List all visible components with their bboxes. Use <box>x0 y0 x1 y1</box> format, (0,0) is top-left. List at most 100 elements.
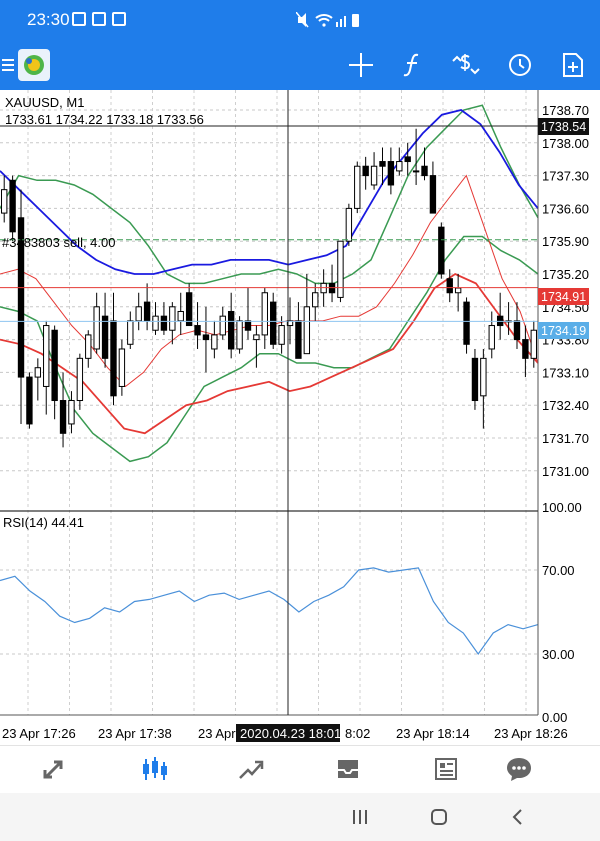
status-icons <box>296 12 359 28</box>
bid-price-badge <box>538 322 589 339</box>
order-label: #348​3803 sell, 4.00 <box>2 235 115 250</box>
candle-body <box>59 400 67 434</box>
price-tick-label: 1735.20 <box>542 267 589 282</box>
candle-body <box>85 334 92 359</box>
candle-body <box>9 179 16 233</box>
status-bar: 23:30 <box>0 0 600 40</box>
news-icon <box>435 758 457 780</box>
nav-history[interactable] <box>318 746 378 792</box>
candle-body <box>463 301 470 345</box>
candle-body <box>404 156 411 163</box>
time-tick-label: 23 Apr 18:14 <box>396 726 470 741</box>
rsi-tick-label: 30.00 <box>542 647 575 662</box>
candle-body <box>185 292 193 327</box>
home-icon <box>431 809 447 825</box>
menu-icon <box>2 59 14 71</box>
axis-ticks: 1738.70 1738.00 1737.30 1736.60 1735.90 1735.… <box>2 103 589 741</box>
rsi-tick-label: 70.00 <box>542 563 575 578</box>
candle-body <box>211 334 218 350</box>
bollinger-upper <box>0 104 539 285</box>
nav-news[interactable] <box>415 746 475 792</box>
candle-body <box>244 320 252 331</box>
price-tick-label: 1735.90 <box>542 234 589 249</box>
price-tick-label: 1731.00 <box>542 464 589 479</box>
candle-body <box>412 170 420 173</box>
menu-button[interactable] <box>0 40 16 90</box>
candle-body <box>118 348 126 387</box>
candle-body <box>143 301 151 322</box>
battery-icon <box>352 14 359 27</box>
time-tick-label: 23 Apr 17:26 <box>2 726 76 741</box>
system-navigation <box>0 793 600 841</box>
candle-body <box>160 315 168 331</box>
trade-trend-icon <box>239 760 264 779</box>
app-logo-button[interactable] <box>16 40 52 90</box>
candle-body <box>387 161 395 186</box>
trade-button[interactable] <box>444 40 488 90</box>
candle-body <box>177 310 184 322</box>
candle-body <box>396 161 403 172</box>
sell-price-badge <box>538 288 589 305</box>
candle-body <box>135 306 142 322</box>
chart-area[interactable]: 1738.70 1738.00 1737.30 1736.60 1735.90 1735.… <box>0 90 600 745</box>
candle-body <box>337 240 344 298</box>
candle-body <box>295 320 302 359</box>
nav-trade[interactable] <box>221 746 281 792</box>
quotes-arrows-icon <box>43 760 63 779</box>
crosshair-time-text: 2020.04.23 18:01 <box>240 726 341 741</box>
candle-body <box>429 175 437 214</box>
back-button[interactable] <box>498 803 538 831</box>
indicators-button[interactable] <box>391 40 435 90</box>
candle-body <box>194 325 201 336</box>
timeframe-button[interactable] <box>498 40 542 90</box>
price-tick-label: 1738.00 <box>542 136 589 151</box>
photo-notification-icon <box>92 12 106 26</box>
home-button[interactable] <box>419 803 459 831</box>
price-tick-label: 1736.60 <box>542 201 589 216</box>
new-order-button[interactable] <box>551 40 595 90</box>
candle-body <box>530 329 537 359</box>
candle-body <box>312 292 319 308</box>
candle-body <box>110 320 117 397</box>
bollinger-lower <box>0 235 539 463</box>
candle-body <box>345 207 353 242</box>
candle-body <box>43 325 50 387</box>
candle-body <box>227 310 235 350</box>
back-icon <box>512 809 522 825</box>
clock-icon <box>509 54 531 76</box>
recent-apps-button[interactable] <box>340 803 380 831</box>
candle-body <box>522 339 529 359</box>
signal-icon <box>336 16 346 27</box>
candle-body <box>488 325 495 350</box>
rsi-indicator <box>0 567 539 656</box>
candle-body <box>471 357 479 402</box>
candle-body <box>421 165 428 177</box>
candle-body <box>26 376 33 425</box>
price-tick-label: 1738.70 <box>542 103 589 118</box>
nav-quotes[interactable] <box>25 746 85 792</box>
moving-average-blue <box>0 109 539 275</box>
candle-body <box>454 287 462 294</box>
candlestick-chart-icon <box>143 757 167 780</box>
bollinger-bands <box>0 104 539 463</box>
crosshair-button[interactable] <box>339 40 383 90</box>
candle-body <box>152 315 159 331</box>
crosshair-icon <box>349 53 373 77</box>
dollar-exchange-icon <box>452 54 480 75</box>
mute-icon <box>296 12 309 28</box>
candle-body <box>438 226 445 275</box>
nav-chat[interactable] <box>489 746 549 792</box>
candle-body <box>51 329 58 402</box>
nav-chart[interactable] <box>124 746 184 792</box>
candle-body <box>354 165 361 209</box>
candle-body <box>362 165 369 177</box>
time-tick-label: 23 Apr <box>198 726 236 741</box>
bottom-navigation <box>0 745 600 794</box>
function-icon <box>403 53 419 77</box>
symbol-label: XAUUSD, M1 <box>5 95 84 110</box>
candle-body <box>219 315 226 336</box>
toolbar <box>0 40 600 90</box>
ohlc-label: 1733.61 1734.22 1733.18 1733.56 <box>5 112 204 127</box>
candle-body <box>93 306 100 350</box>
price-chart[interactable]: 1738.70 1738.00 1737.30 1736.60 1735.90 1735.… <box>0 90 600 745</box>
